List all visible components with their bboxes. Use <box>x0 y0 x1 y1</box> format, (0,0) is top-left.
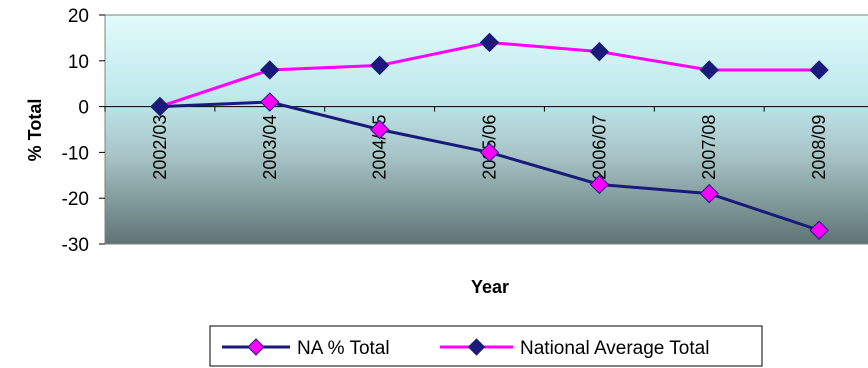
data-point-series-1 <box>260 60 280 80</box>
x-category-label: 2002/03 <box>150 115 170 180</box>
y-tick-label: -20 <box>62 189 89 210</box>
y-tick-label: -30 <box>62 235 89 256</box>
data-point-series-1 <box>150 96 170 117</box>
legend-marker <box>467 338 486 356</box>
data-point-series-1 <box>589 41 610 62</box>
data-point-series-0 <box>589 174 610 195</box>
data-point-series-0 <box>369 119 390 140</box>
data-point-series-1 <box>699 60 719 80</box>
x-category-label: 2007/08 <box>699 115 719 180</box>
legend-label: National Average Total <box>520 338 709 359</box>
data-point-series-0 <box>809 220 829 240</box>
y-tick-label: 10 <box>68 52 89 73</box>
y-axis-label: % Total <box>25 99 45 162</box>
legend-marker <box>247 338 265 356</box>
plot-area <box>104 14 868 245</box>
data-point-series-0 <box>479 142 500 163</box>
data-point-series-1 <box>479 32 500 53</box>
legend-label: NA % Total <box>297 338 390 359</box>
y-tick-label: -10 <box>62 143 89 164</box>
zero-line <box>104 106 868 112</box>
data-point-series-1 <box>369 55 390 76</box>
x-category-label: 2003/04 <box>260 115 280 180</box>
series-markers <box>150 32 829 240</box>
y-tick-label: 0 <box>78 98 89 119</box>
y-tick-label: 20 <box>68 6 89 27</box>
y-axis: 20 10 0 -10 -20 -30 <box>62 6 105 256</box>
legend: NA % Total National Average Total <box>209 325 763 367</box>
x-category-label: 2008/09 <box>809 115 829 180</box>
x-axis-label: Year <box>471 277 509 297</box>
data-point-series-0 <box>699 183 719 204</box>
x-category-label: 2006/07 <box>589 115 609 180</box>
data-point-series-0 <box>260 92 280 112</box>
data-point-series-1 <box>809 60 829 80</box>
